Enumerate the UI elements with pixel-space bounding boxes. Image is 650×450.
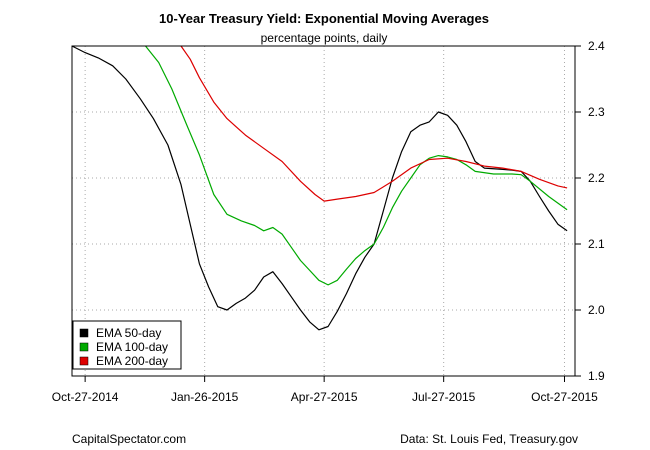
- y-tick-label: 2.1: [588, 237, 605, 251]
- y-tick-label: 2.2: [588, 171, 605, 185]
- x-tick-label: Oct-27-2015: [531, 390, 598, 404]
- legend-box: [72, 320, 182, 370]
- y-axis: 1.9 2.0 2.1 2.2 2.3 2.4: [575, 39, 605, 383]
- series-line-ema-50-day: [71, 45, 568, 331]
- legend-swatch: [79, 328, 89, 338]
- footer-left: CapitalSpectator.com: [72, 432, 186, 446]
- series-layer: [71, 45, 568, 331]
- chart-subtitle: percentage points, daily: [261, 31, 388, 45]
- legend-swatch: [79, 342, 89, 352]
- chart-title: 10-Year Treasury Yield: Exponential Movi…: [159, 11, 489, 26]
- y-tick-label: 2.0: [588, 303, 605, 317]
- x-tick-label: Jul-27-2015: [412, 390, 476, 404]
- x-axis: Oct-27-2014 Jan-26-2015 Apr-27-2015 Jul-27-…: [52, 376, 598, 404]
- legend-label: EMA 200-day: [96, 354, 168, 368]
- plot-area: [71, 45, 576, 377]
- legend-swatch: [79, 356, 89, 366]
- y-tick-label: 2.4: [588, 39, 605, 53]
- series-line-ema-200-day: [180, 45, 568, 202]
- legend-label: EMA 100-day: [96, 340, 168, 354]
- series-line-ema-100-day: [145, 45, 568, 286]
- y-tick-label: 1.9: [588, 369, 605, 383]
- x-tick-label: Oct-27-2014: [52, 390, 119, 404]
- y-tick-label: 2.3: [588, 105, 605, 119]
- x-tick-label: Jan-26-2015: [171, 390, 239, 404]
- x-tick-label: Apr-27-2015: [291, 390, 358, 404]
- footer-right: Data: St. Louis Fed, Treasury.gov: [400, 432, 578, 446]
- legend-label: EMA 50-day: [96, 326, 161, 340]
